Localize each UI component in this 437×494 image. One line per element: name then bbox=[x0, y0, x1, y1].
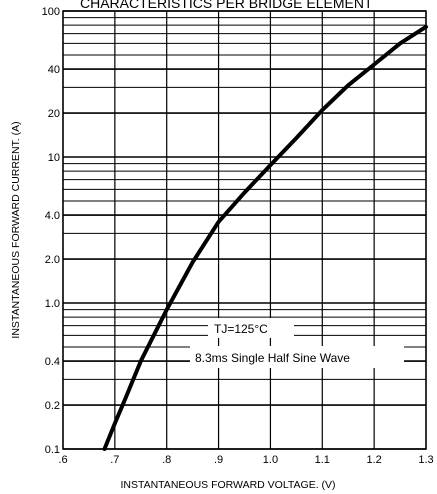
y-tick-labels: 0.1 0.2 0.4 1.0 2.0 4.0 10 20 40 100 bbox=[42, 6, 60, 456]
y-tick-label: 0.2 bbox=[45, 400, 60, 412]
y-tick-label: 40 bbox=[48, 64, 60, 76]
y-tick-label: 1.0 bbox=[45, 298, 60, 310]
x-tick-label: .7 bbox=[110, 454, 119, 466]
x-tick-label: 1.0 bbox=[263, 454, 278, 466]
plot-frame bbox=[62, 10, 427, 450]
y-tick-label: 20 bbox=[48, 108, 60, 120]
x-tick-label: 1.2 bbox=[366, 454, 381, 466]
y-tick-label: 4.0 bbox=[45, 210, 60, 222]
x-tick-label: .9 bbox=[214, 454, 223, 466]
y-tick-label: 10 bbox=[48, 152, 60, 164]
x-tick-label: .8 bbox=[162, 454, 171, 466]
y-tick-label: 2.0 bbox=[45, 254, 60, 266]
x-tick-label: .6 bbox=[58, 454, 67, 466]
y-axis-label: INSTANTANEOUS FORWARD CURRENT. (A) bbox=[10, 121, 22, 338]
x-tick-label: 1.1 bbox=[315, 454, 330, 466]
x-tick-label: 1.3 bbox=[418, 454, 433, 466]
waveform-annotation-box bbox=[190, 346, 404, 368]
y-tick-label: 0.1 bbox=[45, 444, 60, 456]
y-tick-label: 100 bbox=[42, 6, 60, 18]
x-axis-label: INSTANTANEOUS FORWARD VOLTAGE. (V) bbox=[120, 479, 335, 491]
waveform-annotation: 8.3ms Single Half Sine Wave bbox=[195, 351, 350, 365]
y-tick-label: 0.4 bbox=[45, 356, 60, 368]
temperature-annotation: TJ=125°C bbox=[214, 322, 268, 336]
chart-title: CHARACTERISTICS PER BRIDGE ELEMENT bbox=[80, 0, 373, 11]
temperature-annotation-box bbox=[208, 318, 294, 338]
x-tick-labels: .6 .7 .8 .9 1.0 1.1 1.2 1.3 bbox=[58, 454, 433, 466]
forward-current-curve bbox=[102, 24, 428, 451]
title-background bbox=[78, 0, 437, 10]
